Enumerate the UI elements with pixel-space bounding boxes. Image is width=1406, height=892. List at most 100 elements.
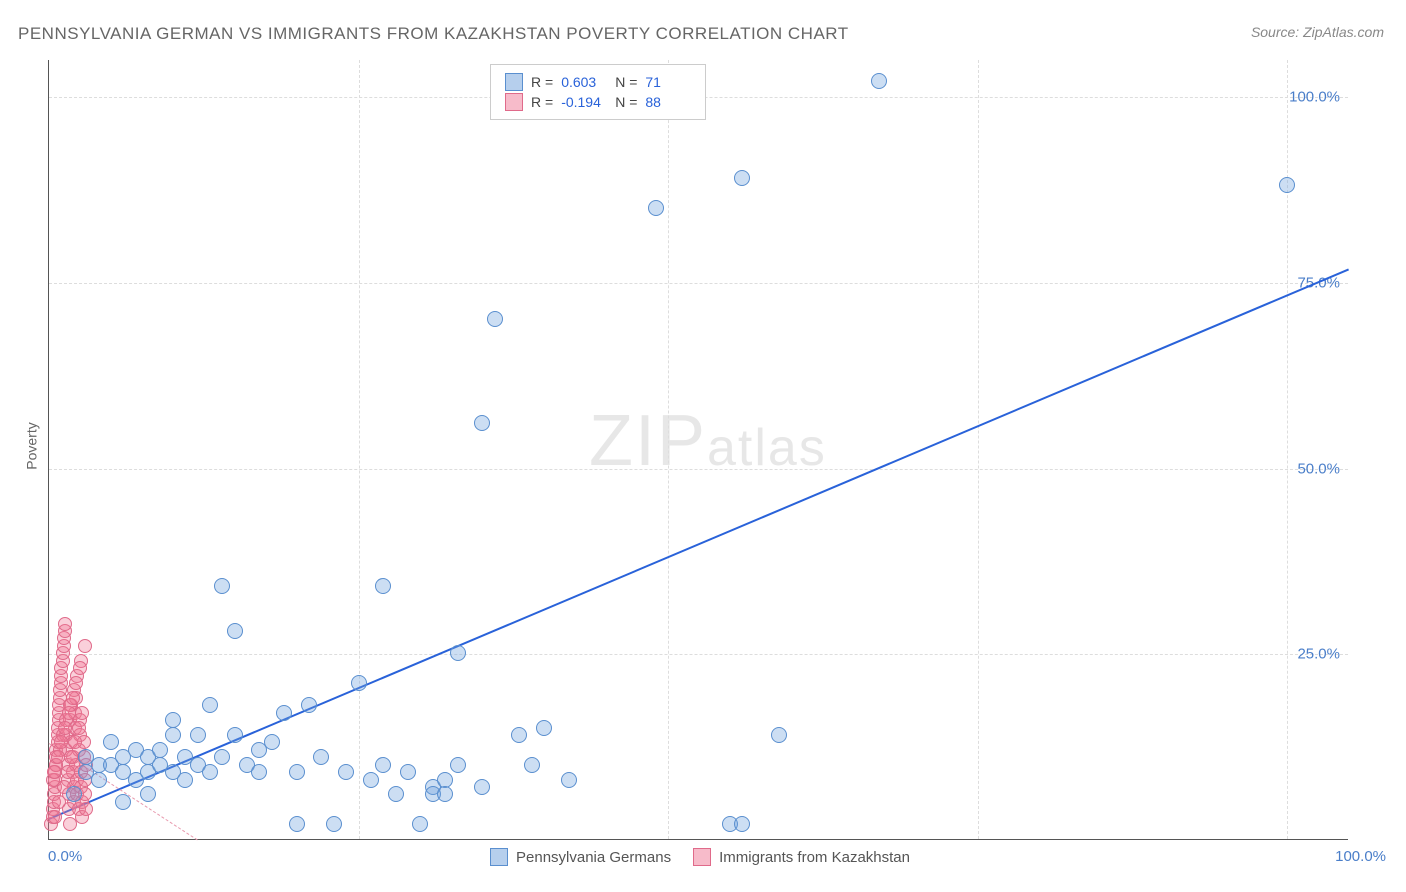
scatter-point-blue bbox=[165, 727, 181, 743]
scatter-point-blue bbox=[363, 772, 379, 788]
scatter-point-blue bbox=[115, 794, 131, 810]
scatter-point-blue bbox=[91, 772, 107, 788]
scatter-point-pink bbox=[68, 735, 82, 749]
n-value: 71 bbox=[645, 74, 691, 90]
legend-label: Pennsylvania Germans bbox=[516, 849, 671, 866]
legend-label: Immigrants from Kazakhstan bbox=[719, 849, 910, 866]
legend-swatch-blue bbox=[505, 73, 523, 91]
scatter-point-blue bbox=[400, 764, 416, 780]
source-attribution: Source: ZipAtlas.com bbox=[1251, 24, 1384, 40]
scatter-point-pink bbox=[47, 765, 61, 779]
scatter-point-blue bbox=[474, 415, 490, 431]
scatter-point-blue bbox=[227, 727, 243, 743]
scatter-point-blue bbox=[561, 772, 577, 788]
legend-item: Immigrants from Kazakhstan bbox=[693, 848, 910, 866]
scatter-point-blue bbox=[313, 749, 329, 765]
legend-row: R =-0.194N =88 bbox=[505, 93, 691, 111]
legend-row: R = 0.603 N = 71 bbox=[505, 73, 691, 91]
scatter-point-blue bbox=[338, 764, 354, 780]
scatter-point-blue bbox=[487, 311, 503, 327]
y-tick-label: 50.0% bbox=[1297, 460, 1340, 477]
scatter-point-blue bbox=[771, 727, 787, 743]
scatter-point-blue bbox=[289, 816, 305, 832]
scatter-point-blue bbox=[190, 727, 206, 743]
scatter-point-blue bbox=[214, 749, 230, 765]
scatter-point-blue bbox=[140, 786, 156, 802]
r-value: -0.194 bbox=[561, 94, 607, 110]
n-label: N = bbox=[615, 74, 637, 90]
scatter-point-blue bbox=[251, 764, 267, 780]
scatter-point-blue bbox=[152, 742, 168, 758]
y-tick-label: 100.0% bbox=[1289, 89, 1340, 106]
scatter-point-blue bbox=[450, 757, 466, 773]
scatter-point-blue bbox=[648, 200, 664, 216]
scatter-point-blue bbox=[202, 764, 218, 780]
scatter-point-blue bbox=[326, 816, 342, 832]
scatter-point-blue bbox=[351, 675, 367, 691]
scatter-point-pink bbox=[58, 617, 72, 631]
scatter-point-blue bbox=[437, 772, 453, 788]
legend-item: Pennsylvania Germans bbox=[490, 848, 671, 866]
scatter-point-blue bbox=[524, 757, 540, 773]
y-axis-label: Poverty bbox=[24, 422, 40, 469]
gridline-horizontal bbox=[49, 283, 1348, 284]
scatter-point-blue bbox=[227, 623, 243, 639]
series-legend: Pennsylvania Germans Immigrants from Kaza… bbox=[490, 848, 910, 866]
scatter-point-blue bbox=[66, 786, 82, 802]
scatter-point-blue bbox=[388, 786, 404, 802]
source-name: ZipAtlas.com bbox=[1303, 24, 1384, 40]
gridline-horizontal bbox=[49, 469, 1348, 470]
scatter-point-blue bbox=[276, 705, 292, 721]
scatter-point-blue bbox=[450, 645, 466, 661]
scatter-point-blue bbox=[734, 816, 750, 832]
scatter-point-pink bbox=[66, 691, 80, 705]
scatter-point-blue bbox=[202, 697, 218, 713]
y-tick-label: 25.0% bbox=[1297, 646, 1340, 663]
scatter-point-blue bbox=[474, 779, 490, 795]
scatter-point-blue bbox=[1279, 177, 1295, 193]
scatter-point-blue bbox=[103, 734, 119, 750]
scatter-point-pink bbox=[62, 706, 76, 720]
scatter-point-pink bbox=[72, 721, 86, 735]
scatter-point-blue bbox=[437, 786, 453, 802]
scatter-point-pink bbox=[69, 676, 83, 690]
scatter-point-blue bbox=[264, 734, 280, 750]
legend-swatch-pink bbox=[505, 93, 523, 111]
gridline-vertical bbox=[668, 60, 669, 839]
scatter-point-blue bbox=[301, 697, 317, 713]
scatter-point-pink bbox=[75, 706, 89, 720]
source-label: Source: bbox=[1251, 24, 1299, 40]
scatter-point-blue bbox=[214, 578, 230, 594]
scatter-point-pink bbox=[54, 735, 68, 749]
scatter-point-pink bbox=[73, 661, 87, 675]
watermark: ZIPatlas bbox=[589, 400, 827, 482]
scatter-point-pink bbox=[58, 721, 72, 735]
scatter-point-blue bbox=[165, 712, 181, 728]
r-value: 0.603 bbox=[561, 74, 607, 90]
legend-swatch-pink bbox=[693, 848, 711, 866]
scatter-point-blue bbox=[511, 727, 527, 743]
scatter-point-blue bbox=[375, 578, 391, 594]
scatter-point-blue bbox=[871, 73, 887, 89]
scatter-point-pink bbox=[78, 639, 92, 653]
scatter-point-blue bbox=[734, 170, 750, 186]
gridline-vertical bbox=[978, 60, 979, 839]
scatter-point-pink bbox=[51, 750, 65, 764]
chart-title: PENNSYLVANIA GERMAN VS IMMIGRANTS FROM K… bbox=[18, 24, 849, 44]
scatter-point-pink bbox=[79, 802, 93, 816]
scatter-point-pink bbox=[52, 795, 66, 809]
plot-area: ZIPatlas 25.0%50.0%75.0%100.0% bbox=[48, 60, 1348, 840]
trend-line-blue bbox=[49, 268, 1350, 820]
gridline-vertical bbox=[359, 60, 360, 839]
scatter-point-pink bbox=[48, 810, 62, 824]
r-label: R = bbox=[531, 74, 553, 90]
scatter-point-blue bbox=[289, 764, 305, 780]
scatter-point-blue bbox=[412, 816, 428, 832]
n-value: 88 bbox=[645, 94, 691, 110]
correlation-legend: R = 0.603 N = 71R = -0.194 N = 88 bbox=[490, 64, 706, 120]
legend-swatch-blue bbox=[490, 848, 508, 866]
x-tick-right: 100.0% bbox=[1335, 848, 1386, 865]
scatter-point-blue bbox=[177, 772, 193, 788]
scatter-point-blue bbox=[536, 720, 552, 736]
n-label: N = bbox=[615, 94, 637, 110]
